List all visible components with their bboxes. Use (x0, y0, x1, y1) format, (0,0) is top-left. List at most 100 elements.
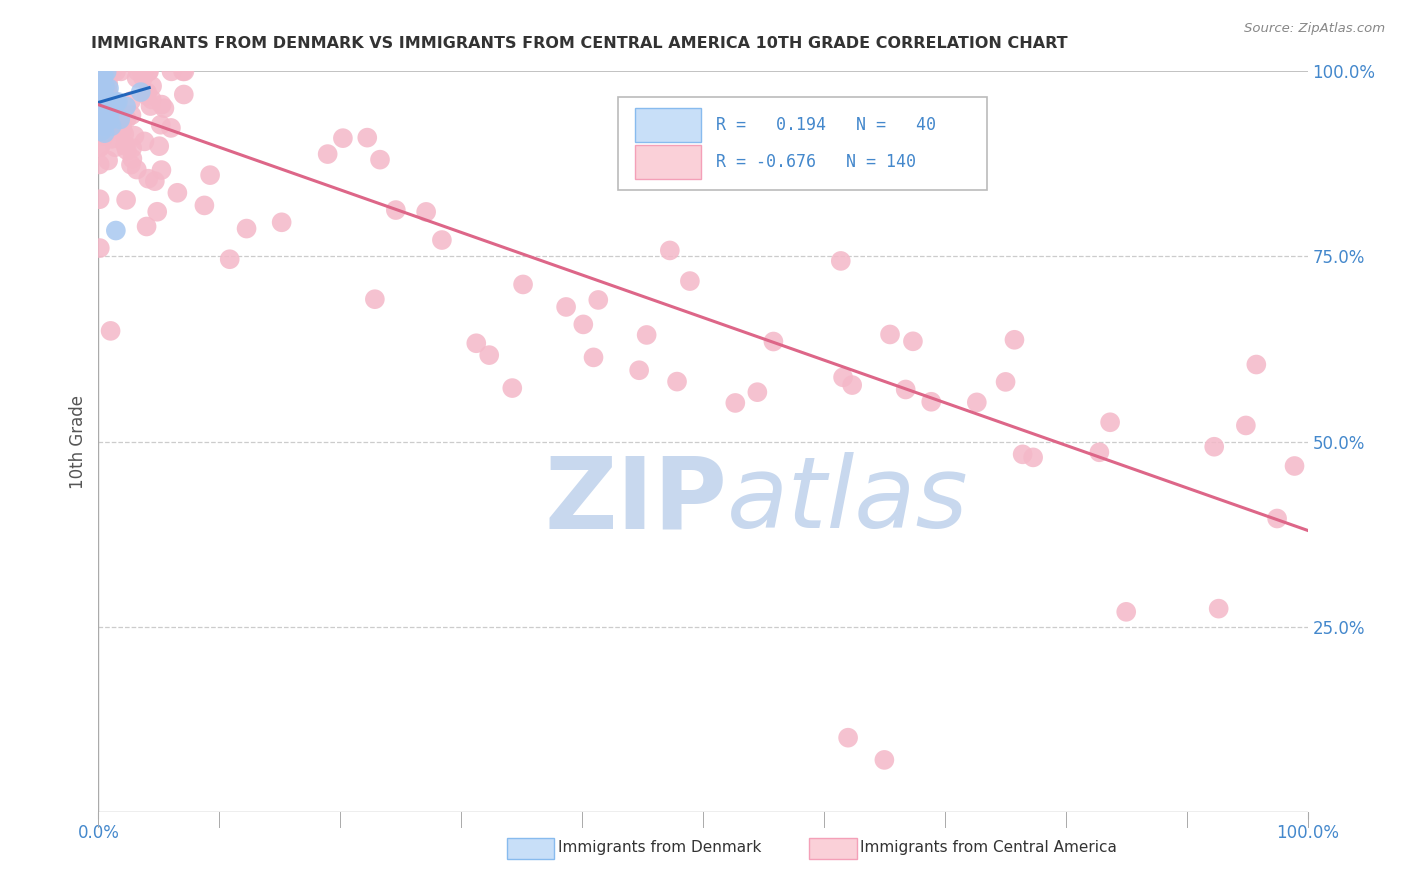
Point (90, 64, 112, 78)
Point (139, 99, 162, 113)
Point (110, 64, 132, 78)
Point (87, 69, 110, 83)
Point (198, 168, 221, 182)
Point (628, 363, 651, 377)
Point (98, 104, 121, 119)
Point (89, 64, 111, 78)
Point (91, 107, 114, 121)
Point (153, 101, 176, 115)
Text: R =   0.194   N =   40: R = 0.194 N = 40 (716, 116, 936, 134)
Point (1088, 445, 1111, 459)
Point (89, 157, 111, 171)
Point (111, 123, 134, 137)
Point (572, 318, 595, 332)
Point (830, 254, 852, 268)
Point (100, 132, 122, 146)
Point (136, 86, 159, 100)
Text: Source: ZipAtlas.com: Source: ZipAtlas.com (1244, 22, 1385, 36)
Point (94, 64, 117, 78)
Point (894, 383, 917, 397)
Point (141, 78, 163, 93)
Point (108, 112, 131, 127)
Point (332, 131, 354, 145)
Point (89, 93, 111, 107)
Point (90, 108, 112, 122)
Point (104, 110, 127, 124)
Point (873, 753, 896, 767)
Point (173, 87, 195, 102)
Point (89, 192, 111, 206)
Point (1004, 333, 1026, 347)
Point (91, 85, 114, 99)
Point (90, 82, 112, 96)
Point (129, 85, 152, 99)
Point (87, 95, 110, 109)
Point (97, 85, 120, 99)
Point (555, 300, 578, 314)
Point (101, 92, 124, 106)
Point (96, 65, 118, 79)
Point (149, 118, 172, 132)
Point (121, 152, 143, 166)
Point (430, 233, 453, 247)
Point (1246, 358, 1268, 372)
Point (1234, 418, 1257, 433)
Point (114, 139, 136, 153)
Point (193, 198, 215, 212)
Point (879, 327, 901, 342)
Point (901, 334, 924, 349)
Point (150, 163, 173, 178)
Point (105, 108, 128, 122)
Point (385, 202, 408, 217)
Point (91, 97, 114, 112)
Point (91, 91, 114, 105)
Point (501, 381, 523, 395)
Point (724, 396, 747, 410)
Point (89, 100, 111, 114)
Point (93, 68, 115, 82)
FancyBboxPatch shape (619, 97, 987, 190)
Point (107, 122, 129, 136)
Point (115, 99, 138, 113)
Point (368, 153, 391, 167)
Y-axis label: 10th Grade: 10th Grade (69, 394, 87, 489)
Point (120, 94, 142, 108)
Point (1011, 447, 1033, 461)
Point (994, 375, 1017, 389)
Text: atlas: atlas (727, 452, 969, 549)
Point (100, 324, 122, 338)
Point (89, 111, 111, 125)
Point (146, 204, 169, 219)
Point (160, 120, 183, 135)
Point (658, 244, 681, 258)
Point (415, 205, 437, 219)
Point (101, 64, 124, 78)
Point (120, 158, 142, 172)
Point (135, 219, 157, 234)
Point (94, 79, 117, 94)
Point (89, 73, 111, 87)
Point (89, 110, 111, 124)
Point (104, 115, 127, 129)
Point (138, 64, 160, 78)
Point (105, 64, 128, 78)
Point (172, 64, 194, 78)
Text: Immigrants from Central America: Immigrants from Central America (860, 839, 1116, 855)
Point (1115, 605, 1137, 619)
Point (93, 120, 115, 134)
Point (90, 102, 112, 116)
Point (588, 293, 610, 307)
Point (91, 94, 114, 108)
Point (91, 64, 114, 78)
Point (111, 117, 134, 131)
Point (143, 174, 166, 188)
Point (93, 70, 115, 84)
Point (89, 74, 111, 88)
Point (115, 112, 138, 126)
Point (1099, 415, 1122, 429)
Point (316, 147, 339, 161)
Point (97, 70, 120, 84)
Point (837, 731, 859, 745)
Text: ZIP: ZIP (544, 452, 727, 549)
FancyBboxPatch shape (636, 145, 700, 178)
